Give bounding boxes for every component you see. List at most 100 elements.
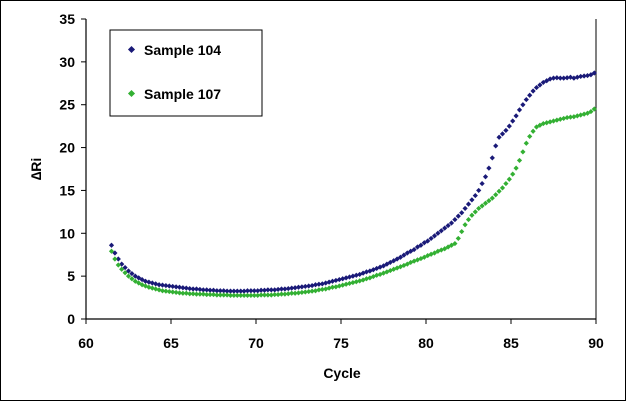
data-point	[370, 273, 376, 280]
data-point	[149, 285, 155, 291]
x-tick-label: 60	[78, 335, 94, 351]
data-point	[411, 246, 417, 253]
data-point	[187, 291, 193, 297]
data-point	[119, 261, 125, 267]
data-point	[425, 252, 431, 259]
data-point	[272, 287, 278, 293]
data-point	[214, 292, 220, 298]
data-point	[567, 114, 574, 120]
data-point	[299, 289, 305, 296]
data-point	[510, 118, 516, 124]
data-point	[227, 288, 234, 294]
data-point	[489, 195, 495, 201]
data-point	[438, 228, 444, 234]
data-point	[319, 281, 325, 287]
x-axis-title: Cycle	[323, 365, 361, 381]
data-point	[561, 115, 567, 122]
data-point	[316, 287, 322, 293]
data-point	[459, 210, 465, 216]
data-point	[285, 291, 291, 297]
data-point	[156, 282, 162, 288]
data-point	[200, 287, 206, 293]
data-point	[404, 261, 410, 267]
data-point	[108, 242, 115, 248]
data-point	[193, 286, 200, 292]
data-point	[513, 165, 519, 171]
data-point	[387, 267, 393, 274]
data-point	[251, 292, 257, 299]
data-point	[435, 248, 441, 254]
data-point	[183, 285, 189, 291]
data-point	[428, 251, 434, 257]
data-point	[248, 288, 254, 294]
data-point	[295, 284, 302, 290]
data-point	[336, 276, 342, 283]
data-point	[384, 261, 390, 267]
data-point	[499, 185, 506, 191]
y-tick-label: 30	[59, 54, 75, 70]
data-point	[554, 75, 560, 81]
data-point	[295, 290, 302, 296]
data-point	[510, 171, 516, 177]
legend-label-sample-104: Sample 104	[144, 42, 221, 58]
legend: Sample 104 Sample 107	[109, 29, 263, 117]
data-point	[258, 292, 264, 298]
data-point	[472, 192, 478, 199]
data-point	[217, 288, 223, 294]
legend-marker-sample-104	[127, 45, 136, 54]
data-point	[350, 279, 356, 286]
data-point	[207, 287, 213, 293]
y-tick-label: 15	[59, 182, 75, 198]
data-point	[309, 288, 315, 294]
data-point	[115, 262, 121, 268]
data-point	[200, 291, 206, 297]
x-ticks: 60 65 70 75 80 85 90	[78, 319, 604, 351]
data-point	[486, 198, 492, 204]
data-point	[516, 157, 523, 164]
data-point	[272, 291, 278, 298]
data-point	[496, 134, 502, 140]
data-point	[350, 273, 356, 279]
data-point	[129, 270, 135, 277]
data-point	[476, 205, 482, 212]
data-point	[431, 233, 438, 239]
data-point	[221, 288, 227, 294]
data-point	[591, 106, 597, 112]
data-point	[455, 213, 461, 219]
data-point	[241, 288, 247, 294]
x-tick-label: 80	[418, 335, 434, 351]
data-point	[176, 284, 183, 290]
legend-marker-sample-107	[127, 89, 136, 98]
data-point	[425, 238, 431, 244]
data-point	[343, 275, 349, 281]
data-point	[112, 256, 118, 262]
data-point	[173, 289, 179, 296]
data-point	[445, 244, 451, 250]
data-point	[520, 149, 526, 155]
data-point	[486, 165, 492, 171]
legend-box	[109, 29, 263, 117]
data-point	[547, 76, 553, 82]
data-point	[377, 271, 383, 278]
data-point	[275, 291, 281, 298]
data-point	[268, 292, 274, 298]
data-point	[190, 286, 196, 292]
data-point	[248, 292, 254, 299]
data-point	[418, 255, 424, 262]
data-point	[302, 289, 308, 295]
data-point	[557, 75, 563, 81]
data-point	[108, 248, 115, 254]
data-point	[340, 282, 346, 288]
data-point	[404, 250, 410, 256]
data-point	[176, 290, 183, 296]
data-point	[564, 114, 570, 121]
data-point	[309, 282, 315, 289]
legend-label-sample-107: Sample 107	[144, 86, 221, 102]
data-point	[435, 230, 441, 236]
data-point	[547, 119, 553, 125]
data-point	[387, 259, 393, 266]
x-tick-label: 75	[333, 335, 349, 351]
data-point	[153, 281, 159, 287]
data-point	[255, 288, 261, 294]
data-point	[462, 205, 468, 212]
